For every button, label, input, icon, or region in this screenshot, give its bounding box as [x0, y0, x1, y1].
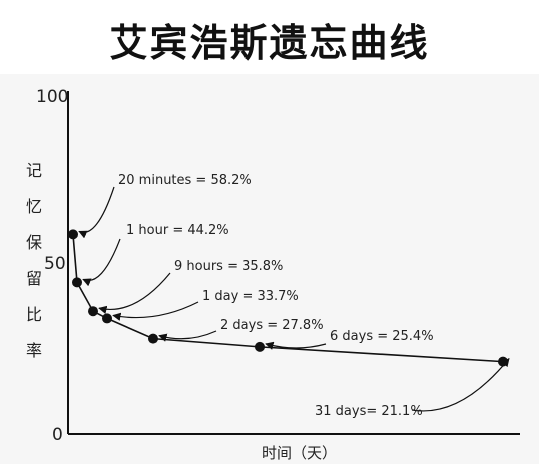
annotation-arrow: [411, 357, 510, 412]
data-label: 6 days = 25.4%: [330, 329, 434, 344]
marker-group: [68, 229, 508, 367]
title-band: [0, 0, 539, 74]
data-label: 20 minutes = 58.2%: [118, 173, 252, 188]
data-point-marker: [498, 356, 508, 367]
annotation-arrow: [112, 301, 199, 321]
data-point-marker: [102, 313, 112, 324]
data-label: 31 days= 21.1%: [315, 404, 423, 419]
y-axis-label-char: 率: [26, 341, 42, 360]
y-tick-label-0: 0: [52, 425, 63, 445]
data-point-marker: [148, 333, 158, 344]
annotation-arrow: [265, 341, 327, 350]
y-axis-label-char: 忆: [26, 197, 42, 216]
data-label: 2 days = 27.8%: [220, 318, 324, 333]
data-label: 1 hour = 44.2%: [126, 223, 229, 238]
y-axis-label-char: 记: [26, 161, 42, 180]
y-axis-label-char: 保: [26, 233, 42, 252]
y-tick-label-100: 100: [36, 87, 68, 107]
data-point-marker: [88, 306, 98, 317]
data-label: 9 hours = 35.8%: [174, 259, 283, 274]
y-axis-label-char: 比: [26, 305, 42, 324]
annotation-arrow: [98, 272, 171, 314]
data-label: 1 day = 33.7%: [202, 289, 299, 304]
data-point-marker: [255, 341, 265, 352]
annotation-arrow: [78, 186, 115, 239]
annotation-arrow: [158, 330, 217, 342]
data-point-marker: [68, 229, 78, 240]
chart-title: 艾宾浩斯遗忘曲线: [109, 20, 430, 65]
annotation-arrow: [82, 238, 121, 287]
plot-background: [0, 74, 539, 464]
y-axis-label-char: 留: [26, 269, 42, 288]
y-tick-label-50: 50: [44, 254, 66, 274]
x-axis-label: 时间（天）: [262, 444, 337, 462]
data-point-marker: [72, 277, 82, 288]
annotation-group: 20 minutes = 58.2% 1 hour = 44.2% 9 hours …: [78, 173, 510, 419]
